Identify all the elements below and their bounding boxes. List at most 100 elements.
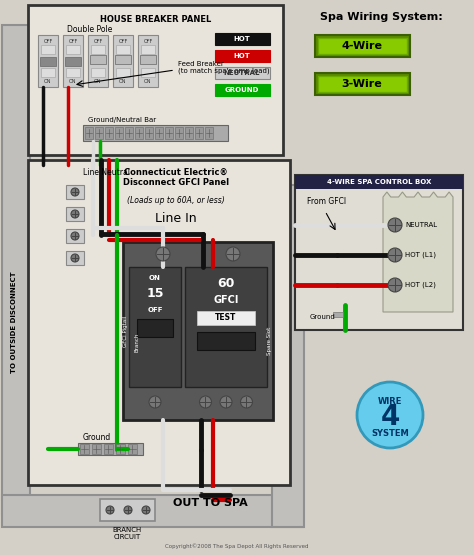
Bar xyxy=(80,444,89,454)
Text: 60: 60 xyxy=(217,277,235,290)
Text: NEUTRAL: NEUTRAL xyxy=(405,222,437,228)
Bar xyxy=(113,35,133,87)
Text: 4-Wire: 4-Wire xyxy=(341,41,383,51)
Text: HOT: HOT xyxy=(234,36,250,42)
Bar xyxy=(63,35,83,87)
Text: OUT TO SPA: OUT TO SPA xyxy=(173,498,247,508)
Text: Line In: Line In xyxy=(155,212,197,225)
Bar xyxy=(295,175,463,330)
Bar xyxy=(165,127,173,139)
Text: BRANCH
CIRCUIT: BRANCH CIRCUIT xyxy=(112,527,142,540)
Circle shape xyxy=(388,248,402,262)
Circle shape xyxy=(220,396,232,408)
Bar xyxy=(140,55,156,64)
Text: OFF: OFF xyxy=(147,307,163,313)
Bar xyxy=(197,332,255,350)
Text: HOT (L2): HOT (L2) xyxy=(405,282,436,288)
Text: OFF: OFF xyxy=(93,39,103,44)
Circle shape xyxy=(357,382,423,448)
Text: 3-Wire: 3-Wire xyxy=(342,79,383,89)
Bar xyxy=(185,127,193,139)
Bar xyxy=(197,311,255,325)
Bar xyxy=(123,242,273,420)
Circle shape xyxy=(226,247,240,261)
Bar xyxy=(215,67,270,79)
Text: TO OUTSIDE DISCONNECT: TO OUTSIDE DISCONNECT xyxy=(11,272,17,374)
Bar xyxy=(195,127,203,139)
Text: 15: 15 xyxy=(146,287,164,300)
Circle shape xyxy=(200,396,211,408)
Circle shape xyxy=(388,278,402,292)
Circle shape xyxy=(71,232,79,240)
Text: 4-WIRE SPA CONTROL BOX: 4-WIRE SPA CONTROL BOX xyxy=(327,179,431,185)
Bar xyxy=(2,25,30,515)
Bar xyxy=(155,127,163,139)
Text: 4: 4 xyxy=(380,403,400,431)
Text: ON: ON xyxy=(149,275,161,281)
Circle shape xyxy=(240,396,253,408)
Text: ON: ON xyxy=(119,79,127,84)
Bar xyxy=(175,127,183,139)
Bar xyxy=(66,229,84,243)
Bar xyxy=(116,68,130,77)
Bar xyxy=(315,35,410,57)
Bar xyxy=(141,68,155,77)
Text: HOUSE BREAKER PANEL: HOUSE BREAKER PANEL xyxy=(100,15,211,24)
Bar xyxy=(295,175,463,189)
Bar xyxy=(272,185,304,527)
Bar xyxy=(85,127,93,139)
Text: Spa Wiring System:: Spa Wiring System: xyxy=(320,12,443,22)
Bar xyxy=(116,45,130,54)
Bar xyxy=(145,127,153,139)
Bar xyxy=(38,35,58,87)
Bar xyxy=(83,125,228,141)
Text: ON: ON xyxy=(94,79,102,84)
Bar xyxy=(90,55,106,64)
Text: HOT: HOT xyxy=(234,53,250,59)
Bar xyxy=(41,68,55,77)
Bar xyxy=(141,45,155,54)
Text: Branch: Branch xyxy=(135,332,139,352)
Bar xyxy=(315,73,410,95)
Bar xyxy=(66,207,84,221)
Bar xyxy=(41,45,55,54)
Text: NEUTRAL: NEUTRAL xyxy=(224,70,260,76)
Text: Spare Slot: Spare Slot xyxy=(267,327,273,355)
Bar xyxy=(135,127,143,139)
Bar xyxy=(185,267,267,387)
Bar xyxy=(66,45,80,54)
Text: OFF: OFF xyxy=(118,39,128,44)
Circle shape xyxy=(388,218,402,232)
Text: SYSTEM: SYSTEM xyxy=(371,428,409,437)
Bar xyxy=(128,444,137,454)
Bar xyxy=(333,312,343,317)
Bar xyxy=(100,499,155,521)
Text: Ground: Ground xyxy=(83,433,111,442)
Circle shape xyxy=(156,247,170,261)
Bar xyxy=(65,57,81,66)
Text: Ground/Neutral Bar: Ground/Neutral Bar xyxy=(88,117,156,123)
Text: From GFCI: From GFCI xyxy=(307,197,346,206)
Bar xyxy=(129,267,181,387)
Bar xyxy=(215,33,270,45)
Text: TEST: TEST xyxy=(215,314,237,322)
Bar xyxy=(318,38,407,54)
Bar xyxy=(318,76,407,92)
Text: HOT (L1): HOT (L1) xyxy=(405,252,436,258)
Circle shape xyxy=(71,210,79,218)
Bar xyxy=(215,84,270,96)
Text: GFCI Pigtail: GFCI Pigtail xyxy=(124,315,128,347)
Bar xyxy=(66,185,84,199)
Text: ON: ON xyxy=(44,79,52,84)
Circle shape xyxy=(71,188,79,196)
Polygon shape xyxy=(383,192,453,312)
Circle shape xyxy=(142,506,150,514)
Bar xyxy=(40,57,56,66)
Bar xyxy=(215,50,270,62)
Text: (Loads up to 60A, or less): (Loads up to 60A, or less) xyxy=(127,196,225,205)
Text: WIRE: WIRE xyxy=(378,397,402,406)
Bar xyxy=(138,35,158,87)
Bar xyxy=(91,68,105,77)
Text: OFF: OFF xyxy=(44,39,53,44)
Text: OFF: OFF xyxy=(143,39,153,44)
